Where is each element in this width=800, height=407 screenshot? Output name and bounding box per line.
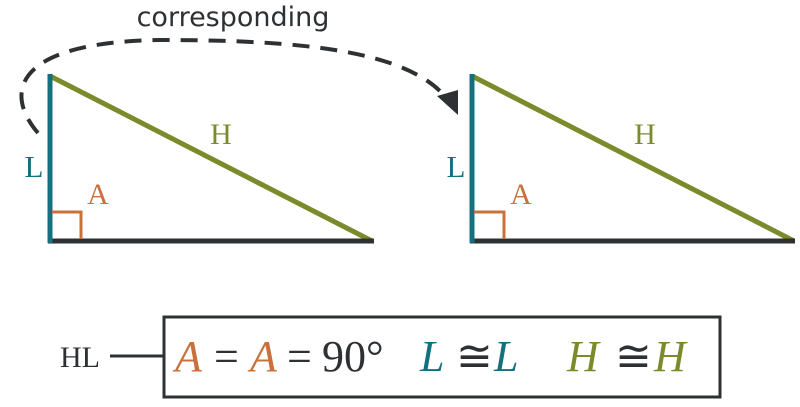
corresponding-arrow <box>19 37 450 135</box>
right-hypotenuse-label: H <box>634 118 656 151</box>
formula-leg-l1: L <box>419 332 444 381</box>
left-right-angle-marker <box>52 210 83 239</box>
right-triangle-hypotenuse <box>470 73 796 244</box>
formula-congruent-1: ≅ <box>456 332 493 381</box>
corresponding-label: corresponding <box>137 2 330 33</box>
left-angle-label: A <box>87 178 109 211</box>
right-leg-label: L <box>447 149 466 184</box>
triangle-right: L H A <box>447 73 796 244</box>
triangle-left: L H A <box>25 73 374 244</box>
formula-equals-2: = <box>287 332 312 381</box>
formula-box <box>162 315 722 399</box>
formula-equals-1: = <box>214 332 239 381</box>
formula-hyp-h2: H <box>653 332 688 381</box>
hl-tag: HL <box>60 341 100 374</box>
left-triangle-hypotenuse <box>48 73 374 244</box>
formula-angle-a2: A <box>247 332 278 381</box>
formula-text: A = A = 90° L ≅ L H ≅ H <box>172 332 688 381</box>
formula-leg-l2: L <box>493 332 518 381</box>
arrowhead-icon <box>437 90 458 115</box>
formula-angle-a1: A <box>172 332 203 381</box>
left-leg-label: L <box>25 149 44 184</box>
right-angle-label: A <box>510 178 532 211</box>
formula-hyp-h1: H <box>566 332 601 381</box>
formula-degrees: 90° <box>322 332 384 381</box>
left-hypotenuse-label: H <box>210 118 232 151</box>
formula-congruent-2: ≅ <box>615 332 652 381</box>
right-right-angle-marker <box>474 210 506 239</box>
